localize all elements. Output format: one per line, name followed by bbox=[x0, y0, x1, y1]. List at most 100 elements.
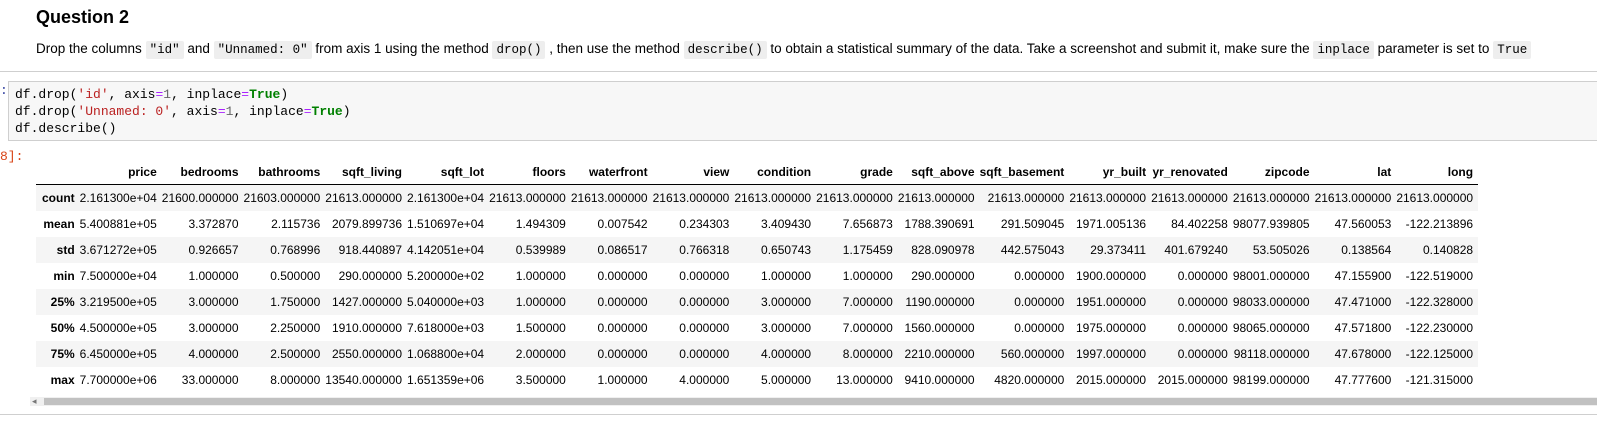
code-cell-input[interactable]: df.drop('id', axis=1, inplace=True) df.dr… bbox=[8, 81, 1597, 141]
code-token: , axis bbox=[171, 104, 218, 119]
table-cell: 9410.000000 bbox=[904, 373, 975, 387]
table-cell: 0.000000 bbox=[1177, 269, 1228, 283]
table-cell: 0.926657 bbox=[188, 243, 239, 257]
table-cell: 13540.000000 bbox=[325, 373, 403, 387]
table-cell: 1.510697e+04 bbox=[407, 217, 485, 231]
table-cell: 0.768996 bbox=[270, 243, 321, 257]
table-cell: 21613.000000 bbox=[570, 191, 648, 205]
scrollbar-thumb[interactable] bbox=[44, 398, 1597, 405]
describe-table: price bedrooms bathrooms sqft_living sqft_lo… bbox=[36, 160, 1479, 393]
table-cell: 47.471000 bbox=[1334, 295, 1392, 309]
inline-code: "id" bbox=[145, 41, 184, 59]
table-row: std 3.671272e+05 0.926657 0.768996 918.44089… bbox=[36, 237, 1479, 263]
table-cell: 98199.000000 bbox=[1232, 373, 1310, 387]
inline-code: drop() bbox=[492, 41, 546, 59]
code-token: ) bbox=[342, 104, 351, 119]
inline-code: describe() bbox=[683, 41, 767, 59]
table-cell: 33.000000 bbox=[181, 373, 239, 387]
table-cell: 84.402258 bbox=[1171, 217, 1228, 231]
table-cell: 0.000000 bbox=[1177, 295, 1228, 309]
table-cell: 7.700000e+06 bbox=[79, 373, 157, 387]
table-cell: 3.000000 bbox=[188, 295, 239, 309]
table-cell: 1.068800e+04 bbox=[407, 347, 485, 361]
table-cell: 21613.000000 bbox=[1396, 191, 1474, 205]
table-cell: 5.040000e+03 bbox=[407, 295, 485, 309]
table-cell: 98118.000000 bbox=[1233, 347, 1310, 361]
question-title: Question 2 bbox=[36, 7, 130, 27]
input-prompt: : bbox=[0, 83, 8, 98]
question-text-segment: parameter is set to bbox=[1373, 41, 1494, 56]
question-text-segment: Drop the columns bbox=[36, 41, 146, 56]
table-cell: 47.678000 bbox=[1334, 347, 1392, 361]
question-text-segment: , then use the method bbox=[545, 41, 684, 56]
table-cell: 3.219500e+05 bbox=[79, 295, 157, 309]
table-cell: 1.651359e+06 bbox=[407, 373, 485, 387]
table-cell: 3.409430 bbox=[761, 217, 812, 231]
table-cell: 1.000000 bbox=[515, 269, 566, 283]
table-cell: 0.500000 bbox=[270, 269, 321, 283]
scroll-left-arrow-icon[interactable]: ◂ bbox=[32, 396, 37, 406]
table-cell: 1951.000000 bbox=[1075, 295, 1147, 309]
column-header: sqft_above bbox=[897, 160, 980, 185]
question-text-segment: to obtain a statistical summary of the d… bbox=[766, 41, 1314, 56]
table-cell: 3.372870 bbox=[188, 217, 239, 231]
table-cell: 1910.000000 bbox=[331, 321, 403, 335]
table-cell: 2015.000000 bbox=[1157, 373, 1228, 387]
table-cell: 2.161300e+04 bbox=[407, 191, 485, 205]
table-cell: 8.000000 bbox=[270, 373, 321, 387]
column-header: floors bbox=[489, 160, 571, 185]
column-header: waterfront bbox=[570, 160, 653, 185]
code-token: , axis bbox=[108, 87, 156, 102]
table-cell: 21603.000000 bbox=[243, 191, 321, 205]
code-token: = bbox=[241, 87, 250, 102]
table-cell: 4.000000 bbox=[188, 347, 239, 361]
column-header: sqft_living bbox=[325, 160, 408, 185]
table-cell: 2079.899736 bbox=[331, 217, 403, 231]
table-cell: 0.000000 bbox=[1014, 295, 1065, 309]
column-header: lat bbox=[1314, 160, 1397, 185]
column-header: sqft_lot bbox=[407, 160, 490, 185]
code-line: df.drop('Unnamed: 0', axis=1, inplace=Tr… bbox=[15, 104, 351, 119]
table-cell: 291.509045 bbox=[1000, 217, 1065, 231]
output-area: price bedrooms bathrooms sqft_living sqft_lo… bbox=[36, 160, 1597, 392]
table-row: mean 5.400881e+05 3.372870 2.115736 2079.899… bbox=[36, 211, 1478, 237]
table-cell: 21613.000000 bbox=[652, 191, 730, 205]
table-cell: 0.138564 bbox=[1341, 243, 1392, 257]
table-cell: 4.000000 bbox=[761, 347, 812, 361]
code-line: df.drop('id', axis=1, inplace=True) bbox=[15, 87, 288, 102]
row-label: mean bbox=[43, 217, 75, 231]
table-cell: 1.175459 bbox=[842, 243, 893, 257]
table-cell: 401.679240 bbox=[1164, 243, 1228, 257]
table-cell: 7.500000e+04 bbox=[79, 269, 157, 283]
column-header: bathrooms bbox=[243, 160, 326, 185]
table-cell: 21600.000000 bbox=[161, 191, 239, 205]
code-token: , inplace bbox=[171, 87, 242, 102]
table-body: count 2.161300e+04 21600.000000 21603.00000… bbox=[36, 184, 1479, 393]
table-cell: 7.656873 bbox=[842, 217, 893, 231]
code-token: 1 bbox=[163, 87, 172, 102]
code-token: ) bbox=[280, 87, 289, 102]
table-cell: 5.400881e+05 bbox=[79, 217, 157, 231]
table-cell: 0.140828 bbox=[1423, 243, 1474, 257]
question-text-segment: from axis 1 using the method bbox=[311, 41, 493, 56]
table-cell: 2.500000 bbox=[270, 347, 321, 361]
table-cell: 3.000000 bbox=[761, 295, 812, 309]
table-cell: 21613.000000 bbox=[489, 191, 566, 205]
table-cell: 29.373411 bbox=[1090, 243, 1147, 257]
table-cell: 21613.000000 bbox=[987, 191, 1065, 205]
column-header: view bbox=[652, 160, 735, 185]
row-label: count bbox=[42, 191, 75, 205]
table-cell: 47.571800 bbox=[1334, 321, 1392, 335]
table-cell: 2210.000000 bbox=[904, 347, 975, 361]
divider bbox=[0, 71, 1597, 72]
table-cell: 0.539989 bbox=[515, 243, 566, 257]
table-cell: -122.213896 bbox=[1405, 217, 1474, 231]
code-token: df.drop( bbox=[15, 104, 78, 119]
code-token: 'id' bbox=[77, 87, 109, 102]
question-text-segment: and bbox=[183, 41, 214, 56]
table-cell: 5.200000e+02 bbox=[407, 269, 485, 283]
table-cell: 0.766318 bbox=[679, 243, 730, 257]
table-cell: 290.000000 bbox=[911, 269, 975, 283]
code-token: = bbox=[217, 104, 226, 119]
code-token: df.describe() bbox=[15, 121, 117, 136]
